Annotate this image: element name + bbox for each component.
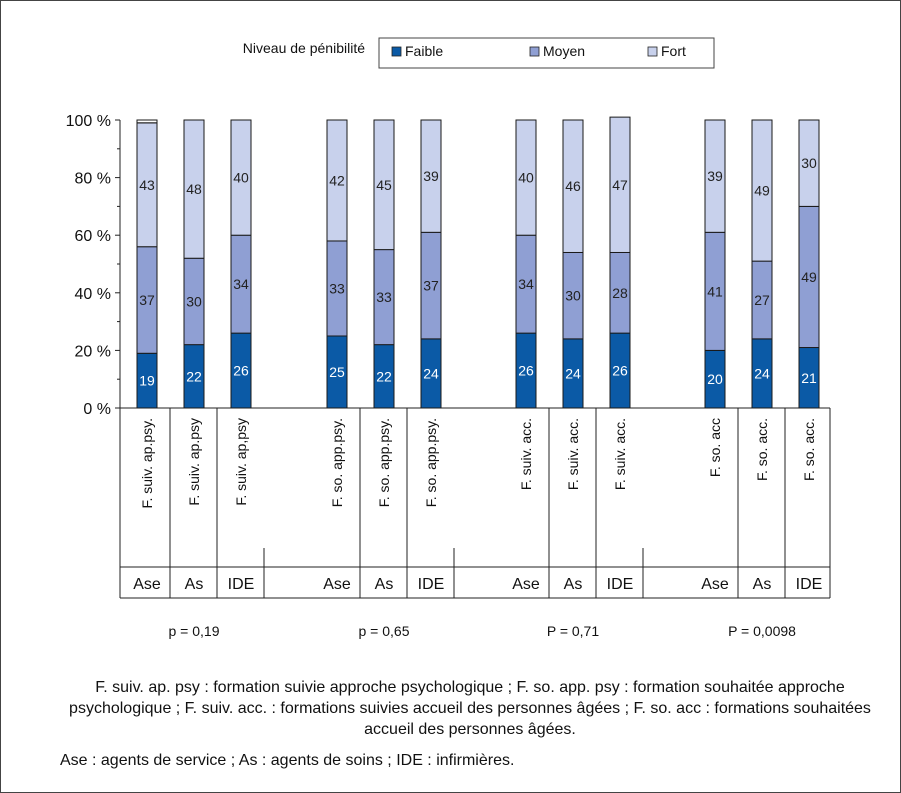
data-label-faible: 22 bbox=[376, 368, 392, 384]
legend-title: Niveau de pénibilité bbox=[243, 40, 365, 56]
figure-caption: F. suiv. ap. psy : formation suivie appr… bbox=[69, 679, 871, 738]
data-label-moyen: 37 bbox=[423, 278, 439, 294]
x-category-label: F. suiv. ap,psy bbox=[233, 418, 249, 506]
y-tick-label: 80 % bbox=[75, 171, 111, 188]
bar-segment-fort bbox=[183, 119, 205, 259]
data-label-faible: 25 bbox=[329, 364, 345, 380]
legend-swatch-faible bbox=[391, 46, 402, 57]
legend-label-moyen: Moyen bbox=[543, 43, 585, 59]
respondent-label: IDE bbox=[418, 576, 445, 593]
y-tick-label: 0 % bbox=[83, 401, 111, 418]
bar-segment-fort bbox=[420, 119, 442, 233]
data-label-faible: 21 bbox=[801, 370, 817, 386]
data-label-faible: 24 bbox=[754, 365, 770, 381]
bar-segment-fort bbox=[751, 119, 773, 262]
data-label-faible: 26 bbox=[612, 363, 628, 379]
p-value-label: p = 0,19 bbox=[169, 623, 220, 639]
respondent-label: As bbox=[564, 576, 583, 593]
legend-label-fort: Fort bbox=[661, 43, 686, 59]
category-table: F. suiv. ap.psy. Ase F. suiv. ap.psy As F. s… bbox=[119, 408, 831, 639]
data-label-moyen: 27 bbox=[754, 292, 770, 308]
data-label-moyen: 33 bbox=[376, 289, 392, 305]
x-category-label: F. so. acc. bbox=[801, 418, 817, 481]
respondent-label: Ase bbox=[512, 576, 540, 593]
bar-segment-fort bbox=[798, 119, 820, 207]
respondent-label: IDE bbox=[796, 576, 823, 593]
legend-swatch-fort bbox=[647, 46, 658, 57]
y-tick-label: 20 % bbox=[75, 343, 111, 360]
y-tick-label: 100 % bbox=[66, 113, 111, 130]
x-category-label: F. suiv. acc. bbox=[612, 418, 628, 490]
data-label-moyen: 37 bbox=[139, 292, 155, 308]
x-category-label: F. suiv. acc. bbox=[518, 418, 534, 490]
x-category-label: F. so. app.psy. bbox=[423, 418, 439, 507]
data-label-fort: 30 bbox=[801, 155, 817, 171]
x-category-label: F. so. acc bbox=[707, 418, 723, 477]
data-label-moyen: 33 bbox=[329, 280, 345, 296]
bar-segment-fort bbox=[515, 119, 537, 236]
respondent-label: IDE bbox=[607, 576, 634, 593]
p-value-label: P = 0,0098 bbox=[728, 623, 796, 639]
x-category-label: F. so. app.psy. bbox=[376, 418, 392, 507]
data-label-faible: 19 bbox=[139, 373, 155, 389]
bar-segment-fort bbox=[609, 116, 631, 253]
data-label-moyen: 41 bbox=[707, 283, 723, 299]
data-label-fort: 43 bbox=[139, 177, 155, 193]
legend-box bbox=[378, 37, 715, 69]
data-label-fort: 48 bbox=[186, 181, 202, 197]
data-label-faible: 24 bbox=[423, 365, 439, 381]
data-label-faible: 20 bbox=[707, 371, 723, 387]
data-label-fort: 40 bbox=[233, 170, 249, 186]
respondent-label: As bbox=[185, 576, 204, 593]
data-label-fort: 40 bbox=[518, 170, 534, 186]
data-label-moyen: 34 bbox=[233, 276, 249, 292]
data-label-fort: 39 bbox=[707, 168, 723, 184]
p-value-label: p = 0,65 bbox=[359, 623, 410, 639]
respondent-label: Ase bbox=[701, 576, 729, 593]
x-category-label: F. suiv. ap.psy bbox=[186, 418, 202, 506]
x-category-label: F. so. acc. bbox=[754, 418, 770, 481]
data-label-fort: 39 bbox=[423, 168, 439, 184]
x-category-label: F. suiv. ap.psy. bbox=[139, 418, 155, 509]
data-label-moyen: 34 bbox=[518, 276, 534, 292]
data-label-faible: 26 bbox=[518, 363, 534, 379]
x-category-label: F. so. app.psy. bbox=[329, 418, 345, 507]
data-label-fort: 49 bbox=[754, 183, 770, 199]
x-category-label: F. suiv. acc. bbox=[565, 418, 581, 490]
data-label-fort: 42 bbox=[329, 172, 345, 188]
data-label-faible: 22 bbox=[186, 368, 202, 384]
respondent-label: As bbox=[753, 576, 772, 593]
respondent-label: As bbox=[375, 576, 394, 593]
data-label-moyen: 49 bbox=[801, 269, 817, 285]
data-label-fort: 45 bbox=[376, 177, 392, 193]
data-label-faible: 24 bbox=[565, 365, 581, 381]
legend: Niveau de pénibilité Faible Moyen Fort bbox=[243, 37, 715, 69]
respondent-label: Ase bbox=[133, 576, 161, 593]
legend-label-faible: Faible bbox=[405, 43, 443, 59]
data-label-moyen: 30 bbox=[186, 293, 202, 309]
bar-segment-fort bbox=[373, 119, 395, 251]
abbreviation-note: Ase : agents de service ; As : agents de… bbox=[60, 752, 515, 769]
legend-swatch-moyen bbox=[529, 46, 540, 57]
data-label-moyen: 28 bbox=[612, 285, 628, 301]
stacked-bar-chart: Niveau de pénibilité Faible Moyen Fort 0 % 2… bbox=[66, 37, 831, 639]
y-tick-label: 40 % bbox=[75, 286, 111, 303]
respondent-label: Ase bbox=[323, 576, 351, 593]
data-label-fort: 46 bbox=[565, 178, 581, 194]
bar-outline bbox=[136, 119, 158, 124]
p-value-label: P = 0,71 bbox=[547, 623, 600, 639]
data-label-moyen: 30 bbox=[565, 288, 581, 304]
bar-segment-fort bbox=[704, 119, 726, 233]
y-tick-label: 60 % bbox=[75, 228, 111, 245]
bars: 19 37 43 22 30 48 26 34 40 25 33 42 22 33 45 24 37 39 26 34… bbox=[136, 116, 820, 409]
data-label-faible: 26 bbox=[233, 363, 249, 379]
bar-segment-fort bbox=[230, 119, 252, 236]
bar-segment-fort bbox=[562, 119, 584, 253]
data-label-fort: 47 bbox=[612, 177, 628, 193]
bar-segment-fort bbox=[326, 119, 348, 242]
respondent-label: IDE bbox=[228, 576, 255, 593]
